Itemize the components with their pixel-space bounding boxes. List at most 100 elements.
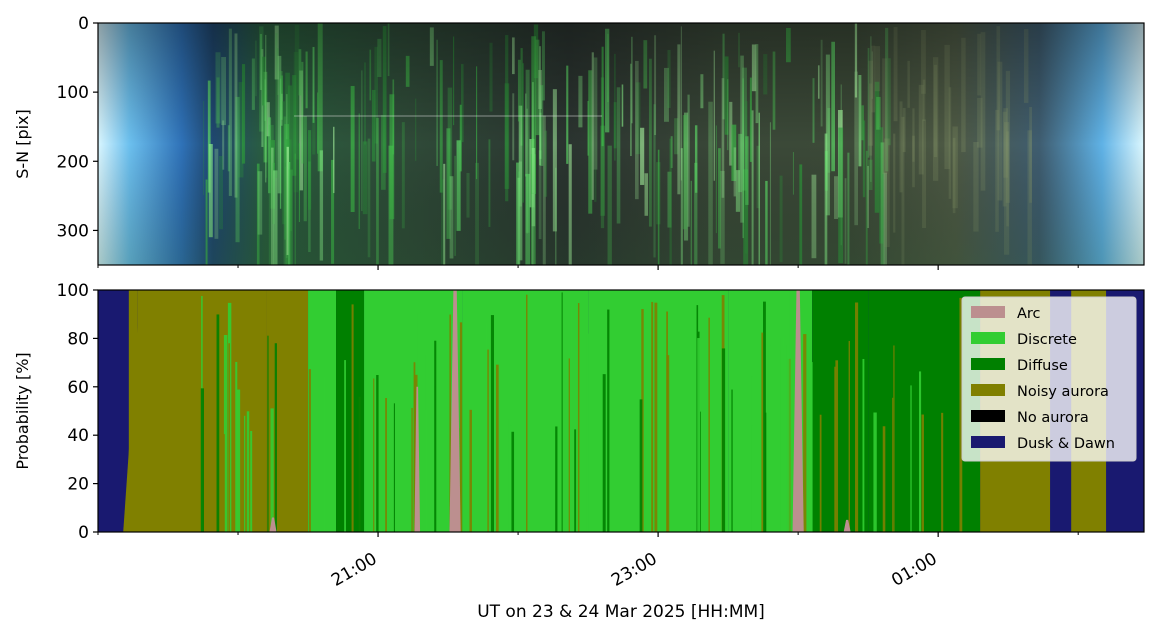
area-mixed-flicker [232,358,235,532]
area-mixed-flicker [941,412,944,532]
area-mixed-flicker [270,408,274,532]
probability-y-tick-label: 0 [78,523,89,543]
area-mixed-flicker [223,335,228,532]
area-mixed-flicker [459,322,463,532]
legend-swatch [971,384,1005,396]
probability-y-tick-label: 40 [67,426,89,446]
area-mixed-flicker [324,376,328,532]
area-mixed-flicker [555,426,558,532]
area-mixed-flicker [708,317,710,532]
area-mixed-flicker [911,311,914,532]
area-mixed-flicker [487,349,489,532]
area-segment [98,290,129,532]
area-mixed-flicker [761,332,764,532]
area-mixed-flicker [808,356,811,532]
legend: Arc Discrete Diffuse Noisy aurora No aurora D… [961,296,1137,462]
area-mixed-flicker [731,389,733,532]
area-transition-ramp [123,290,141,532]
x-axis-label: UT on 23 & 24 Mar 2025 [HH:MM] [477,602,765,622]
probability-x-tick-label: 01:00 [888,549,940,591]
legend-label: Arc [1017,306,1041,322]
area-mixed-flicker [778,350,781,532]
area-mixed-flicker [244,415,246,532]
area-mixed-flicker [200,388,204,532]
area-mixed-flicker [357,344,361,532]
area-mixed-flicker [783,345,787,532]
probability-x-tick-label: 21:00 [328,549,380,591]
area-mixed-flicker [641,309,644,532]
area-arc-spike [414,386,421,532]
area-mixed-flicker [440,291,443,532]
area-mixed-flicker [645,434,647,532]
area-mixed-flicker [823,402,827,532]
probability-panel: 0 20 40 60 80 100 21:00 23:00 01:00 Probability… [13,281,1145,622]
area-mixed-flicker [607,309,610,532]
legend-swatch [971,306,1005,318]
area-mixed-flicker [602,374,606,532]
keogram-y-tick-label: 300 [57,221,89,241]
keogram-y-tick-label: 200 [57,152,89,172]
legend-swatch [971,358,1005,370]
area-mixed-flicker [751,376,754,532]
area-mixed-flicker [803,334,807,532]
area-mixed-flicker [780,337,784,532]
area-mixed-flicker [862,358,865,532]
probability-y-tick-label: 20 [67,475,89,495]
probability-y-tick-label: 60 [67,378,89,398]
area-mixed-flicker [385,397,387,532]
area-mixed-flicker [519,328,524,532]
area-mixed-flicker [221,434,225,532]
area-mixed-flicker [599,345,603,532]
area-mixed-flicker [561,292,563,532]
keogram-y-tick-label: 100 [57,83,89,103]
keogram-frame [97,22,1145,266]
area-mixed-flicker [287,374,291,532]
area-mixed-flicker [216,314,220,532]
area-mixed-flicker [411,407,413,532]
legend-swatch [971,410,1005,422]
area-mixed-flicker [344,360,346,532]
area-mixed-flicker [697,338,701,532]
area-mixed-flicker [699,411,701,532]
area-mixed-flicker [786,290,790,532]
probability-y-tick-label: 100 [57,281,89,301]
keogram-panel: 0 100 200 300 S-N [pix] [13,14,1145,270]
area-mixed-flicker [848,340,850,532]
area-mixed-flicker [333,409,335,532]
area-mixed-flicker [819,414,822,532]
area-mixed-flicker [510,425,512,532]
area-segment [588,290,729,532]
area-mixed-flicker [717,366,721,532]
area-mixed-flicker [574,429,577,532]
keogram-x-ticks [97,265,1079,270]
legend-label: Noisy aurora [1017,384,1109,400]
legend-swatch [971,332,1005,344]
probability-y-label: Probability [%] [13,352,32,469]
keogram-y-axis: 0 100 200 300 [57,14,98,241]
area-mixed-flicker [548,328,551,532]
area-mixed-flicker [921,414,924,532]
keogram-y-label: S-N [pix] [13,109,32,179]
area-mixed-flicker [577,303,580,532]
area-mixed-flicker [495,364,499,532]
area-mixed-flicker [505,418,509,532]
probability-x-tick-label: 23:00 [608,549,660,591]
area-mixed-flicker [469,409,472,532]
probability-frame [97,289,1145,533]
area-mixed-flicker [918,371,922,532]
area-mixed-flicker [855,302,859,532]
area-mixed-flicker [639,399,643,532]
area-mixed-flicker [671,377,673,532]
area-mixed-flicker [764,412,767,532]
area-mixed-flicker [666,311,668,532]
area-mixed-flicker [835,360,839,532]
area-segment [364,290,463,532]
area-mixed-flicker [439,368,442,532]
area-mixed-flicker [892,397,894,532]
area-mixed-flicker [873,412,877,532]
area-mixed-flicker [236,389,241,532]
area-arc-spike [843,519,851,532]
area-mixed-flicker [893,345,895,532]
legend-swatch [971,436,1005,448]
